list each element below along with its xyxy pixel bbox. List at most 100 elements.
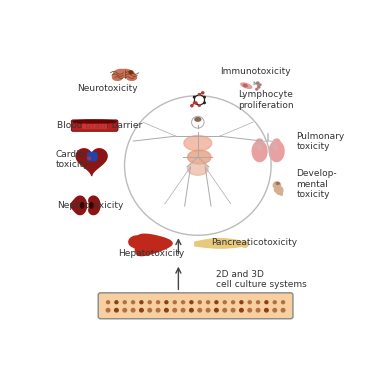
Ellipse shape xyxy=(127,75,137,80)
Circle shape xyxy=(273,182,281,189)
Polygon shape xyxy=(89,196,100,215)
Ellipse shape xyxy=(188,150,211,164)
Circle shape xyxy=(132,301,135,304)
Circle shape xyxy=(181,309,185,312)
FancyBboxPatch shape xyxy=(87,152,95,161)
Ellipse shape xyxy=(73,120,116,123)
Circle shape xyxy=(190,309,193,312)
Circle shape xyxy=(240,301,243,304)
Circle shape xyxy=(198,105,200,106)
Circle shape xyxy=(273,301,276,304)
Polygon shape xyxy=(269,141,284,162)
Circle shape xyxy=(265,309,268,312)
Circle shape xyxy=(123,301,126,304)
Ellipse shape xyxy=(241,83,252,88)
Text: Develop-
mental
toxicity: Develop- mental toxicity xyxy=(296,169,337,199)
Circle shape xyxy=(193,102,195,104)
Circle shape xyxy=(248,301,251,304)
Circle shape xyxy=(193,97,195,98)
Circle shape xyxy=(281,309,285,312)
FancyBboxPatch shape xyxy=(71,120,118,131)
Circle shape xyxy=(164,309,168,312)
Ellipse shape xyxy=(184,135,212,151)
Polygon shape xyxy=(195,239,245,248)
Polygon shape xyxy=(113,70,132,77)
Ellipse shape xyxy=(257,82,259,83)
FancyBboxPatch shape xyxy=(82,124,107,129)
Polygon shape xyxy=(117,70,136,77)
Ellipse shape xyxy=(88,157,91,159)
Text: Nephrotoxicity: Nephrotoxicity xyxy=(57,201,124,210)
Circle shape xyxy=(215,301,218,304)
Ellipse shape xyxy=(274,139,280,144)
Circle shape xyxy=(204,97,205,98)
Text: Immunotoxicity: Immunotoxicity xyxy=(220,67,291,76)
Circle shape xyxy=(181,301,185,304)
Ellipse shape xyxy=(276,182,279,184)
Polygon shape xyxy=(252,141,267,162)
Circle shape xyxy=(201,92,204,94)
Circle shape xyxy=(123,309,127,312)
Circle shape xyxy=(223,301,226,304)
Ellipse shape xyxy=(90,202,93,208)
Circle shape xyxy=(148,301,151,304)
Ellipse shape xyxy=(258,87,260,88)
Circle shape xyxy=(156,309,160,312)
Ellipse shape xyxy=(280,193,283,195)
Text: Pulmonary
toxicity: Pulmonary toxicity xyxy=(296,132,345,151)
Circle shape xyxy=(106,309,110,312)
Ellipse shape xyxy=(244,84,247,87)
Polygon shape xyxy=(71,196,86,215)
FancyBboxPatch shape xyxy=(90,152,98,161)
Circle shape xyxy=(173,301,176,304)
Circle shape xyxy=(232,301,235,304)
Ellipse shape xyxy=(188,163,208,175)
Circle shape xyxy=(195,102,197,104)
FancyBboxPatch shape xyxy=(98,293,293,319)
Ellipse shape xyxy=(259,84,261,85)
Circle shape xyxy=(273,309,276,312)
Circle shape xyxy=(198,301,201,304)
Text: Blood brain barrier: Blood brain barrier xyxy=(57,121,142,130)
Circle shape xyxy=(215,309,218,312)
Text: Hepatotoxicity: Hepatotoxicity xyxy=(119,249,185,258)
Ellipse shape xyxy=(276,186,283,194)
Text: Neurotoxicity: Neurotoxicity xyxy=(77,84,137,93)
Polygon shape xyxy=(129,236,146,248)
Circle shape xyxy=(206,309,210,312)
Circle shape xyxy=(248,309,252,312)
Circle shape xyxy=(140,309,143,312)
Circle shape xyxy=(231,309,235,312)
Circle shape xyxy=(240,309,243,312)
Ellipse shape xyxy=(81,202,84,208)
Circle shape xyxy=(148,309,152,312)
Circle shape xyxy=(204,102,205,104)
Ellipse shape xyxy=(274,189,277,192)
Circle shape xyxy=(223,309,227,312)
Circle shape xyxy=(198,309,201,312)
Text: Cardio-
toxicity: Cardio- toxicity xyxy=(56,150,89,169)
Circle shape xyxy=(282,301,284,304)
Circle shape xyxy=(207,301,210,304)
Text: Lymphocyte
proliferation: Lymphocyte proliferation xyxy=(238,90,294,110)
Circle shape xyxy=(265,301,268,304)
Circle shape xyxy=(190,301,193,304)
Ellipse shape xyxy=(129,71,133,74)
Polygon shape xyxy=(135,234,172,256)
Circle shape xyxy=(157,301,159,304)
Circle shape xyxy=(198,94,200,95)
Ellipse shape xyxy=(242,242,248,247)
Circle shape xyxy=(115,301,118,304)
Circle shape xyxy=(140,301,143,304)
Ellipse shape xyxy=(195,118,201,121)
Circle shape xyxy=(107,301,110,304)
Circle shape xyxy=(191,105,193,107)
Ellipse shape xyxy=(113,75,122,80)
Ellipse shape xyxy=(256,88,258,90)
Polygon shape xyxy=(76,149,107,175)
Circle shape xyxy=(257,301,259,304)
Circle shape xyxy=(165,301,168,304)
Text: 2D and 3D
cell culture systems: 2D and 3D cell culture systems xyxy=(216,270,306,289)
Circle shape xyxy=(256,309,260,312)
Circle shape xyxy=(115,309,118,312)
